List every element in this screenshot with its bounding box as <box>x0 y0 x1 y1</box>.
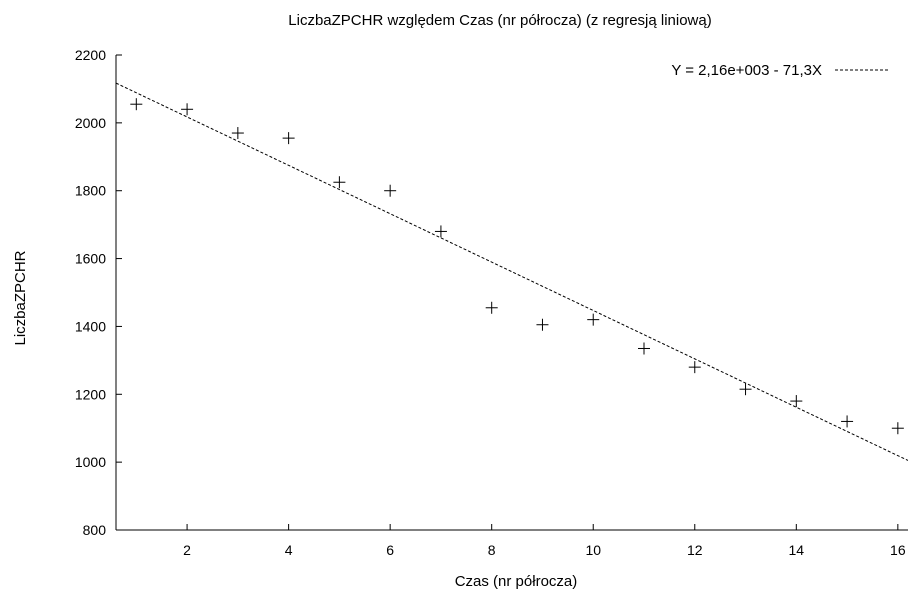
data-point <box>282 132 295 145</box>
x-tick-label: 6 <box>386 542 394 558</box>
y-tick-label: 800 <box>83 522 107 538</box>
plot-frame <box>115 55 908 531</box>
y-tick-label: 2000 <box>75 115 106 131</box>
data-point <box>891 422 904 435</box>
y-tick-label: 2200 <box>75 47 106 63</box>
data-point <box>434 225 447 238</box>
chart-title: LiczbaZPCHR względem Czas (nr półrocza) … <box>288 12 711 29</box>
y-tick-label: 1800 <box>75 183 106 199</box>
x-tick-label: 8 <box>488 542 496 558</box>
data-point <box>841 415 854 428</box>
y-tick-label: 1000 <box>75 454 106 470</box>
x-axis-label: Czas (nr półrocza) <box>455 573 578 590</box>
x-tick-label: 16 <box>890 542 906 558</box>
x-tick-label: 10 <box>585 542 601 558</box>
x-tick-label: 12 <box>687 542 703 558</box>
data-point <box>638 342 650 355</box>
legend-label: Y = 2,16e+003 - 71,3X <box>671 62 822 79</box>
regression-line-group <box>115 82 908 461</box>
data-point <box>739 383 752 396</box>
data-point <box>130 98 143 111</box>
data-point <box>231 127 244 140</box>
data-point <box>587 313 600 326</box>
y-axis-ticks: 800 1000 1200 1400 1600 1800 2000 2200 <box>75 47 122 538</box>
y-tick-label: 1600 <box>75 251 106 267</box>
data-point <box>384 184 397 197</box>
data-point <box>333 176 346 189</box>
x-tick-label: 4 <box>285 542 293 558</box>
y-tick-label: 1400 <box>75 318 106 334</box>
data-point <box>536 318 549 331</box>
legend: Y = 2,16e+003 - 71,3X <box>671 62 890 79</box>
x-tick-label: 14 <box>789 542 805 558</box>
x-axis-ticks: 2 4 6 8 10 12 14 16 <box>183 524 906 558</box>
y-tick-label: 1200 <box>75 386 106 402</box>
data-points <box>130 98 904 435</box>
regression-line <box>115 82 908 461</box>
y-axis-label: LiczbaZPCHR <box>12 250 29 345</box>
x-tick-label: 2 <box>183 542 191 558</box>
data-point <box>485 301 498 314</box>
data-point <box>790 395 803 408</box>
data-point <box>181 103 194 116</box>
data-point <box>688 361 701 374</box>
